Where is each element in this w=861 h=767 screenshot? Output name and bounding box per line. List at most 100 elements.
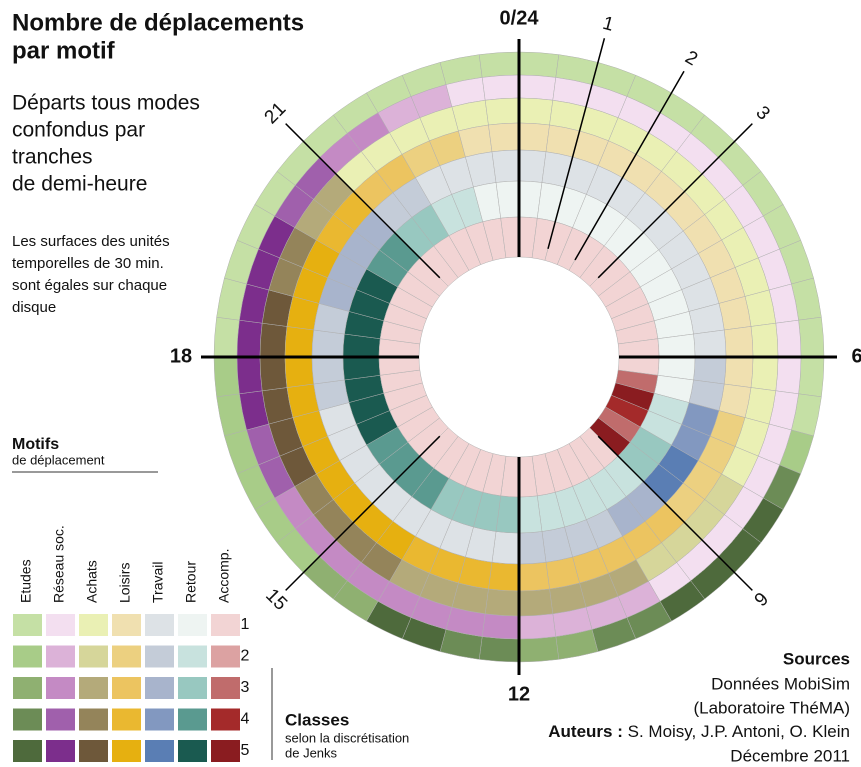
heat-cell xyxy=(518,636,560,663)
title-line: par motif xyxy=(12,37,116,64)
legend-column-label: Travail xyxy=(150,562,166,604)
subtitle-line: tranches xyxy=(12,146,93,169)
hour-line xyxy=(597,123,753,279)
hour-label: 12 xyxy=(508,683,530,705)
legend-swatch xyxy=(46,614,75,636)
legend-swatch xyxy=(79,645,108,668)
note-line: sont égales sur chaque xyxy=(12,277,167,294)
heat-cell xyxy=(518,122,550,153)
legend-swatch xyxy=(79,614,108,636)
class-label: 1 xyxy=(241,616,250,633)
heat-cell xyxy=(481,74,520,101)
heat-cell xyxy=(518,561,550,592)
legend-swatch xyxy=(46,740,75,762)
legend-swatch xyxy=(112,708,141,731)
heat-cell xyxy=(284,326,315,358)
heat-cell xyxy=(488,561,520,592)
heat-cell xyxy=(484,588,520,617)
class-label: 3 xyxy=(241,679,250,696)
legend-swatch xyxy=(178,740,207,762)
legend-swatch xyxy=(46,708,75,731)
legend-swatch xyxy=(13,677,42,699)
heat-cell xyxy=(213,316,240,358)
legend-swatch xyxy=(13,740,42,762)
hour-line xyxy=(597,435,753,591)
note-line: Les surfaces des unités xyxy=(12,233,170,250)
legend-swatch xyxy=(46,677,75,699)
legend-swatch xyxy=(211,708,240,731)
legend-column-label: Etudes xyxy=(18,559,34,603)
sources-line: (Laboratoire ThéMA) xyxy=(693,698,850,717)
heat-cell xyxy=(518,588,554,617)
hour-line xyxy=(285,123,441,279)
legend-swatch xyxy=(79,708,108,731)
authors-names: S. Moisy, J.P. Antoni, O. Klein xyxy=(628,722,850,741)
hour-label: 0/24 xyxy=(500,7,540,29)
legend-swatch xyxy=(211,614,240,636)
heat-cell xyxy=(259,322,288,358)
heat-cell xyxy=(798,356,825,398)
date: Décembre 2011 xyxy=(730,746,850,765)
legend-column-label: Accomp. xyxy=(216,549,232,603)
heat-cell xyxy=(484,97,520,126)
legend-swatch xyxy=(145,740,174,762)
legend-column-label: Réseau soc. xyxy=(51,525,67,603)
legend-swatch xyxy=(145,645,174,668)
heat-cell xyxy=(311,356,345,385)
sources-title: Sources xyxy=(783,649,850,668)
legend-swatch xyxy=(178,614,207,636)
legend-swatch xyxy=(211,740,240,762)
legend-swatch xyxy=(145,677,174,699)
legend-swatch xyxy=(112,614,141,636)
legend-swatch xyxy=(145,614,174,636)
note-line: temporelles de 30 min. xyxy=(12,255,164,272)
class-label: 5 xyxy=(241,742,250,759)
legend-swatch xyxy=(13,645,42,668)
subtitle-line: de demi-heure xyxy=(12,173,147,196)
legend-column-label: Retour xyxy=(183,561,199,603)
legend-swatch xyxy=(112,645,141,668)
heat-cell xyxy=(488,122,520,153)
hour-label: 18 xyxy=(170,345,192,367)
heat-cell xyxy=(518,531,547,565)
authors: Auteurs : S. Moisy, J.P. Antoni, O. Klei… xyxy=(548,722,850,741)
hour-label: 9 xyxy=(751,589,773,611)
legend-swatch xyxy=(13,708,42,731)
legend-swatch xyxy=(211,677,240,699)
heat-cell xyxy=(478,636,520,663)
classes-title: Classes xyxy=(285,710,349,729)
hour-label: 3 xyxy=(751,102,773,124)
legend-swatch xyxy=(79,677,108,699)
heat-cell xyxy=(236,356,263,395)
heat-cell xyxy=(775,356,802,395)
heat-cell xyxy=(775,319,802,358)
heat-cell xyxy=(723,326,754,358)
heat-cell xyxy=(311,329,345,358)
heat-cell xyxy=(798,316,825,358)
heat-cell xyxy=(491,531,520,565)
class-label: 4 xyxy=(241,711,250,728)
legend-swatch xyxy=(13,614,42,636)
heat-cell xyxy=(518,74,557,101)
heat-cell xyxy=(750,356,779,392)
hour-label: 1 xyxy=(600,13,616,36)
sources-line: Données MobiSim xyxy=(711,674,850,693)
heat-cell xyxy=(693,329,727,358)
class-label: 2 xyxy=(241,648,250,665)
note-line: disque xyxy=(12,299,56,316)
heat-cell xyxy=(518,149,547,183)
classes-note-line: de Jenks xyxy=(285,745,338,760)
legend-swatch xyxy=(211,645,240,668)
heat-cell xyxy=(491,149,520,183)
hour-line xyxy=(574,70,685,261)
legend-swatch xyxy=(46,645,75,668)
heat-cell xyxy=(518,51,560,78)
legend-swatch xyxy=(112,677,141,699)
legend-swatch xyxy=(79,740,108,762)
heat-cell xyxy=(259,356,288,392)
heat-cell xyxy=(518,97,554,126)
legend-swatch xyxy=(178,645,207,668)
hour-line xyxy=(547,38,606,250)
legend-subtitle: de déplacement xyxy=(12,452,105,467)
legend-swatch xyxy=(145,708,174,731)
